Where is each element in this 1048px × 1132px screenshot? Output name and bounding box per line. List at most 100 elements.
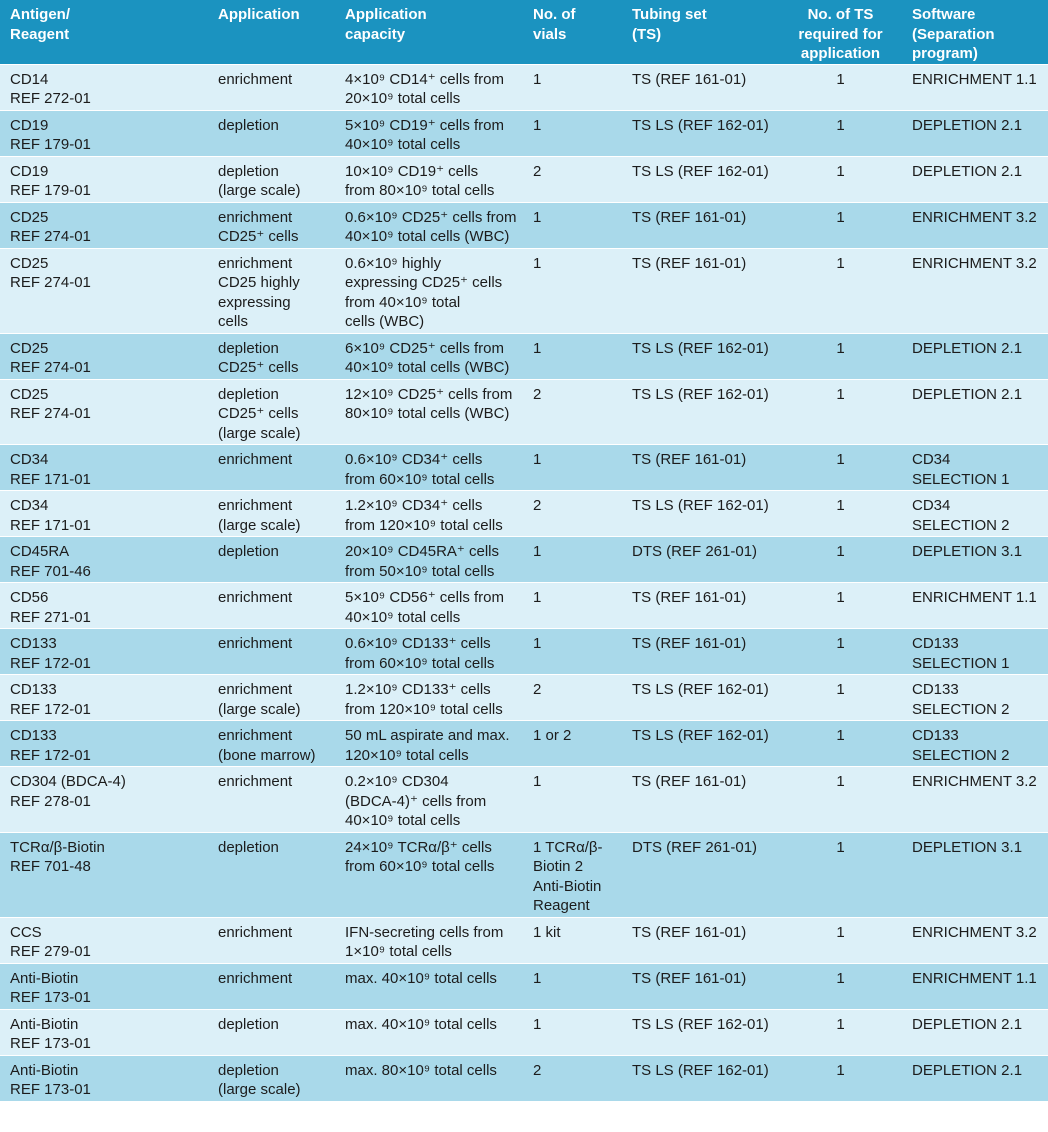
header-cell: Application (208, 0, 335, 65)
table-cell: 2 (523, 156, 622, 203)
table-cell: DEPLETION 3.1 (902, 832, 1048, 918)
table-cell: CD34 SELECTION 1 (902, 444, 1048, 491)
table-cell: enrichment (208, 64, 335, 111)
table-cell: depletion (208, 1009, 335, 1056)
table-cell: enrichment (208, 963, 335, 1010)
table-cell: 2 (523, 674, 622, 721)
table-cell: 20×10⁹ CD45RA⁺ cells from 50×10⁹ total c… (335, 536, 523, 583)
table-cell: 1 (775, 832, 902, 918)
table-cell: ENRICHMENT 3.2 (902, 202, 1048, 249)
table-cell: TS (REF 161-01) (622, 64, 775, 111)
table-cell: TS LS (REF 162-01) (622, 720, 775, 767)
table-cell: depletion (208, 536, 335, 583)
header-row: Antigen/ Reagent Application Application c… (0, 0, 1048, 65)
table-cell: depletion (208, 832, 335, 918)
table-cell: 2 (523, 490, 622, 537)
header-cell: No. of TS required for application (775, 0, 902, 65)
table-cell: DEPLETION 2.1 (902, 1009, 1048, 1056)
table-cell: Anti-Biotin REF 173-01 (0, 1009, 208, 1056)
table-cell: 12×10⁹ CD25⁺ cells from 80×10⁹ total cel… (335, 379, 523, 445)
table-cell: CD133 REF 172-01 (0, 628, 208, 675)
table-cell: 1 kit (523, 917, 622, 964)
table-cell: 0.6×10⁹ CD133⁺ cells from 60×10⁹ total c… (335, 628, 523, 675)
table-cell: depletion CD25⁺ cells (208, 333, 335, 380)
table-cell: 1 (523, 64, 622, 111)
table-cell: 0.2×10⁹ CD304 (BDCA-4)⁺ cells from 40×10… (335, 766, 523, 833)
table-row: CCS REF 279-01 enrichment IFN-secreting ce… (0, 917, 1048, 964)
table-cell: 1 (523, 536, 622, 583)
table-cell: TS LS (REF 162-01) (622, 379, 775, 445)
table-cell: enrichment (208, 628, 335, 675)
table-cell: enrichment (208, 917, 335, 964)
table-cell: DEPLETION 2.1 (902, 110, 1048, 157)
table-cell: 0.6×10⁹ highly expressing CD25⁺ cells fr… (335, 248, 523, 334)
table-cell: 1 (523, 766, 622, 833)
table-cell: enrichment (208, 582, 335, 629)
reagent-table: Antigen/ Reagent Application Application c… (0, 0, 1048, 1102)
table-cell: ENRICHMENT 3.2 (902, 248, 1048, 334)
header-cell: Application capacity (335, 0, 523, 65)
table-body: CD14 REF 272-01 enrichment 4×10⁹ CD14⁺ cel… (0, 64, 1048, 1102)
table-cell: 1 (523, 110, 622, 157)
table-cell: CD25 REF 274-01 (0, 248, 208, 334)
table-cell: 1 or 2 (523, 720, 622, 767)
table-header: Antigen/ Reagent Application Application c… (0, 0, 1048, 65)
table-cell: TS LS (REF 162-01) (622, 156, 775, 203)
table-cell: 10×10⁹ CD19⁺ cells from 80×10⁹ total cel… (335, 156, 523, 203)
table-cell: 1 (523, 248, 622, 334)
table-cell: CD56 REF 271-01 (0, 582, 208, 629)
table-cell: enrichment (bone marrow) (208, 720, 335, 767)
table-cell: 1 (775, 628, 902, 675)
table-cell: 1 (775, 248, 902, 334)
table-cell: CD34 REF 171-01 (0, 444, 208, 491)
table-cell: ENRICHMENT 3.2 (902, 766, 1048, 833)
table-row: CD304 (BDCA-4) REF 278-01 enrichment 0.2×1… (0, 766, 1048, 833)
table-cell: CD133 REF 172-01 (0, 720, 208, 767)
table-cell: CD19 REF 179-01 (0, 110, 208, 157)
table-row: CD34 REF 171-01 enrichment (large scale) 1… (0, 490, 1048, 537)
table-cell: DEPLETION 2.1 (902, 333, 1048, 380)
table-cell: DEPLETION 2.1 (902, 1055, 1048, 1102)
table-row: CD56 REF 271-01 enrichment 5×10⁹ CD56⁺ cel… (0, 582, 1048, 629)
table-cell: CD19 REF 179-01 (0, 156, 208, 203)
table-cell: TS (REF 161-01) (622, 582, 775, 629)
table-cell: 1 (775, 333, 902, 380)
table-cell: CD34 SELECTION 2 (902, 490, 1048, 537)
table-cell: 1 (523, 202, 622, 249)
table-cell: 1 (775, 917, 902, 964)
table-cell: 24×10⁹ TCRα/β⁺ cells from 60×10⁹ total c… (335, 832, 523, 918)
table-cell: TS LS (REF 162-01) (622, 674, 775, 721)
table-cell: TS (REF 161-01) (622, 628, 775, 675)
table-cell: CD25 REF 274-01 (0, 202, 208, 249)
table-cell: max. 80×10⁹ total cells (335, 1055, 523, 1102)
table-cell: CD133 SELECTION 1 (902, 628, 1048, 675)
table-cell: DTS (REF 261-01) (622, 536, 775, 583)
table-cell: 1 (775, 766, 902, 833)
table-cell: 1.2×10⁹ CD133⁺ cells from 120×10⁹ total … (335, 674, 523, 721)
table-cell: CD133 SELECTION 2 (902, 720, 1048, 767)
table-cell: 0.6×10⁹ CD25⁺ cells from 40×10⁹ total ce… (335, 202, 523, 249)
header-cell: No. of vials (523, 0, 622, 65)
table-cell: CD133 SELECTION 2 (902, 674, 1048, 721)
table-cell: CD133 REF 172-01 (0, 674, 208, 721)
table-cell: 6×10⁹ CD25⁺ cells from 40×10⁹ total cell… (335, 333, 523, 380)
table-cell: 1 (775, 110, 902, 157)
table-row: CD133 REF 172-01 enrichment 0.6×10⁹ CD133⁺… (0, 628, 1048, 675)
table-cell: 1 (775, 674, 902, 721)
table-row: Anti-Biotin REF 173-01 depletion (large s… (0, 1055, 1048, 1102)
table-cell: TS LS (REF 162-01) (622, 1055, 775, 1102)
table-cell: IFN-secreting cells from 1×10⁹ total cel… (335, 917, 523, 964)
table-cell: enrichment (208, 766, 335, 833)
table-cell: depletion (208, 110, 335, 157)
table-cell: 4×10⁹ CD14⁺ cells from 20×10⁹ total cell… (335, 64, 523, 111)
table-cell: DEPLETION 2.1 (902, 156, 1048, 203)
table-cell: 1 (523, 963, 622, 1010)
table-cell: CD304 (BDCA-4) REF 278-01 (0, 766, 208, 833)
table-cell: 5×10⁹ CD19⁺ cells from 40×10⁹ total cell… (335, 110, 523, 157)
table-cell: TCRα/β-Biotin REF 701-48 (0, 832, 208, 918)
table-cell: TS LS (REF 162-01) (622, 1009, 775, 1056)
table-cell: DTS (REF 261-01) (622, 832, 775, 918)
table-cell: depletion (large scale) (208, 156, 335, 203)
table-cell: 1 (775, 1055, 902, 1102)
